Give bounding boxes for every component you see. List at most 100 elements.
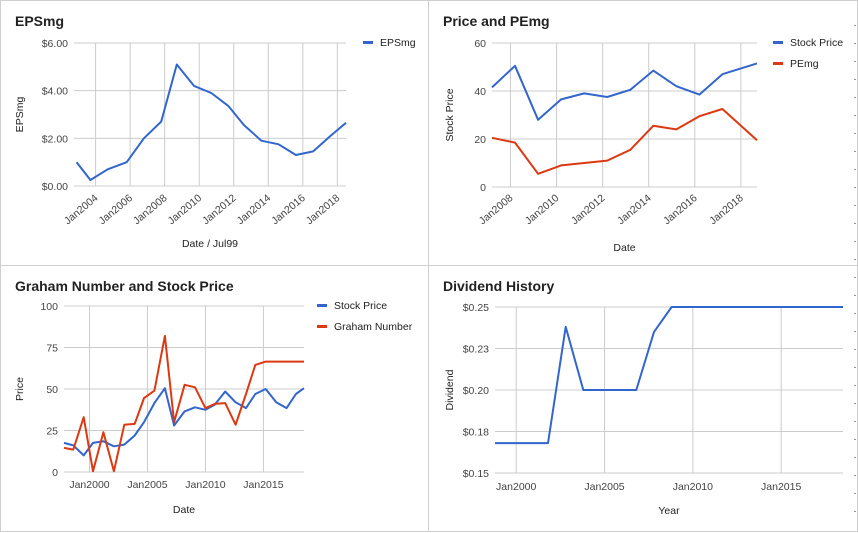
- edge-dot: [854, 385, 856, 386]
- legend-swatch: [773, 41, 783, 44]
- y-tick-label: $4.00: [42, 86, 68, 98]
- series-line-epsmg: [75, 63, 347, 181]
- x-axis-label: Year: [658, 505, 680, 517]
- legend-label: Stock Price: [334, 300, 387, 312]
- edge-dot: [854, 115, 856, 116]
- edge-dot: [854, 493, 856, 494]
- panel-epsmg: EPSmg $0.00 $2.00 $4.00 $6.00 Jan2004 Jan2006…: [0, 0, 429, 266]
- y-tick-label: $0.25: [463, 302, 489, 314]
- x-tick-label: Jan2008: [131, 192, 170, 227]
- x-tick-label: Jan2005: [584, 481, 624, 493]
- legend-label: Graham Number: [334, 321, 413, 333]
- edge-dot: [854, 241, 856, 242]
- y-tick-label: 20: [474, 134, 486, 146]
- x-tick-label: Jan2010: [673, 481, 713, 493]
- series-line-graham-number: [63, 334, 304, 473]
- y-tick-label: 60: [474, 38, 486, 50]
- x-tick-label: Jan2015: [761, 481, 801, 493]
- chart-title: Price and PEmg: [443, 13, 550, 29]
- edge-dot: [854, 349, 856, 350]
- legend-label: Stock Price: [790, 37, 843, 49]
- edge-dot: [854, 475, 856, 476]
- y-tick-label: 40: [474, 86, 486, 98]
- edge-dot: [854, 79, 856, 80]
- chart-title: Graham Number and Stock Price: [15, 278, 234, 294]
- edge-dot: [854, 259, 856, 260]
- y-tick-label: $6.00: [42, 38, 68, 50]
- y-axis-label: Stock Price: [444, 88, 456, 141]
- y-tick-label: 0: [52, 467, 58, 479]
- x-tick-label: Jan2005: [127, 479, 167, 491]
- x-axis-label: Date: [173, 504, 195, 516]
- legend-label: PEmg: [790, 58, 819, 70]
- x-axis-label: Date: [613, 242, 635, 254]
- x-axis-label: Date / Jul99: [182, 238, 238, 250]
- edge-dot: [854, 439, 856, 440]
- chart-title: Dividend History: [443, 278, 555, 294]
- x-tick-label: Jan2004: [62, 192, 101, 227]
- series-line-stock-price: [63, 387, 305, 457]
- dividend-chart: $0.15 $0.18 $0.20 $0.23 $0.25 Jan2000 Jan2005 J…: [444, 302, 843, 517]
- x-tick-label: Jan2010: [185, 479, 225, 491]
- x-tick-label: Jan2016: [269, 192, 308, 227]
- graham-chart: 0 25 50 75 100 Jan2000 Jan2005 Jan2010 Jan2015 Da…: [14, 300, 413, 516]
- y-tick-label: 0: [480, 182, 486, 194]
- y-axis-label: EPSmg: [14, 97, 26, 133]
- x-tick-label: Jan2014: [615, 192, 654, 227]
- y-tick-label: $2.00: [42, 133, 68, 145]
- edge-dot: [854, 403, 856, 404]
- legend-swatch: [317, 325, 327, 328]
- x-tick-label: Jan2012: [200, 192, 239, 227]
- series-line-pemg: [491, 108, 758, 175]
- series-line-stock-price: [491, 62, 758, 121]
- chart-title: EPSmg: [15, 13, 65, 29]
- x-tick-label: Jan2008: [477, 192, 516, 227]
- edge-dot: [854, 331, 856, 332]
- edge-dot: [854, 97, 856, 98]
- legend-swatch: [317, 304, 327, 307]
- edge-dot: [854, 205, 856, 206]
- x-tick-label: Jan2000: [496, 481, 536, 493]
- edge-dot: [854, 421, 856, 422]
- edge-dot: [854, 133, 856, 134]
- edge-dot: [854, 61, 856, 62]
- series-line-dividend: [495, 306, 843, 445]
- legend-label: EPSmg: [380, 37, 416, 49]
- x-tick-label: Jan2015: [243, 479, 283, 491]
- y-tick-label: $0.23: [463, 344, 489, 356]
- edge-dot: [854, 313, 856, 314]
- edge-dot: [854, 223, 856, 224]
- y-tick-label: $0.15: [463, 468, 489, 480]
- edge-dot: [854, 277, 856, 278]
- edge-dot: [854, 511, 856, 512]
- x-tick-label: Jan2018: [707, 192, 746, 227]
- epsmg-chart: $0.00 $2.00 $4.00 $6.00 Jan2004Jan2006Jan200…: [14, 37, 416, 250]
- x-tick-label: Jan2006: [96, 192, 135, 227]
- panel-price-pemg: Price and PEmg 0 20 40 60 Jan2008 Jan2010 Jan2…: [428, 0, 858, 266]
- y-tick-label: 25: [46, 426, 58, 438]
- y-tick-label: 50: [46, 384, 58, 396]
- y-axis-label: Price: [14, 377, 26, 401]
- x-tick-label: Jan2014: [235, 192, 274, 227]
- legend-swatch: [363, 41, 373, 44]
- x-tick-label: Jan2010: [523, 192, 562, 227]
- legend-swatch: [773, 62, 783, 65]
- y-tick-label: $0.20: [463, 385, 489, 397]
- x-tick-label: Jan2000: [69, 479, 109, 491]
- edge-dot: [854, 187, 856, 188]
- y-tick-label: 100: [40, 301, 58, 313]
- edge-dot: [854, 295, 856, 296]
- y-tick-label: $0.18: [463, 427, 489, 439]
- edge-dot: [854, 169, 856, 170]
- y-tick-label: $0.00: [42, 181, 68, 193]
- x-tick-label: Jan2018: [304, 192, 343, 227]
- edge-dot: [854, 25, 856, 26]
- edge-dot: [854, 457, 856, 458]
- edge-dot: [854, 43, 856, 44]
- panel-graham: Graham Number and Stock Price 0 25 50 75 100…: [0, 265, 429, 532]
- y-axis-label: Dividend: [444, 369, 456, 410]
- x-tick-label: Jan2010: [166, 192, 205, 227]
- edge-dot: [854, 367, 856, 368]
- x-tick-label: Jan2016: [661, 192, 700, 227]
